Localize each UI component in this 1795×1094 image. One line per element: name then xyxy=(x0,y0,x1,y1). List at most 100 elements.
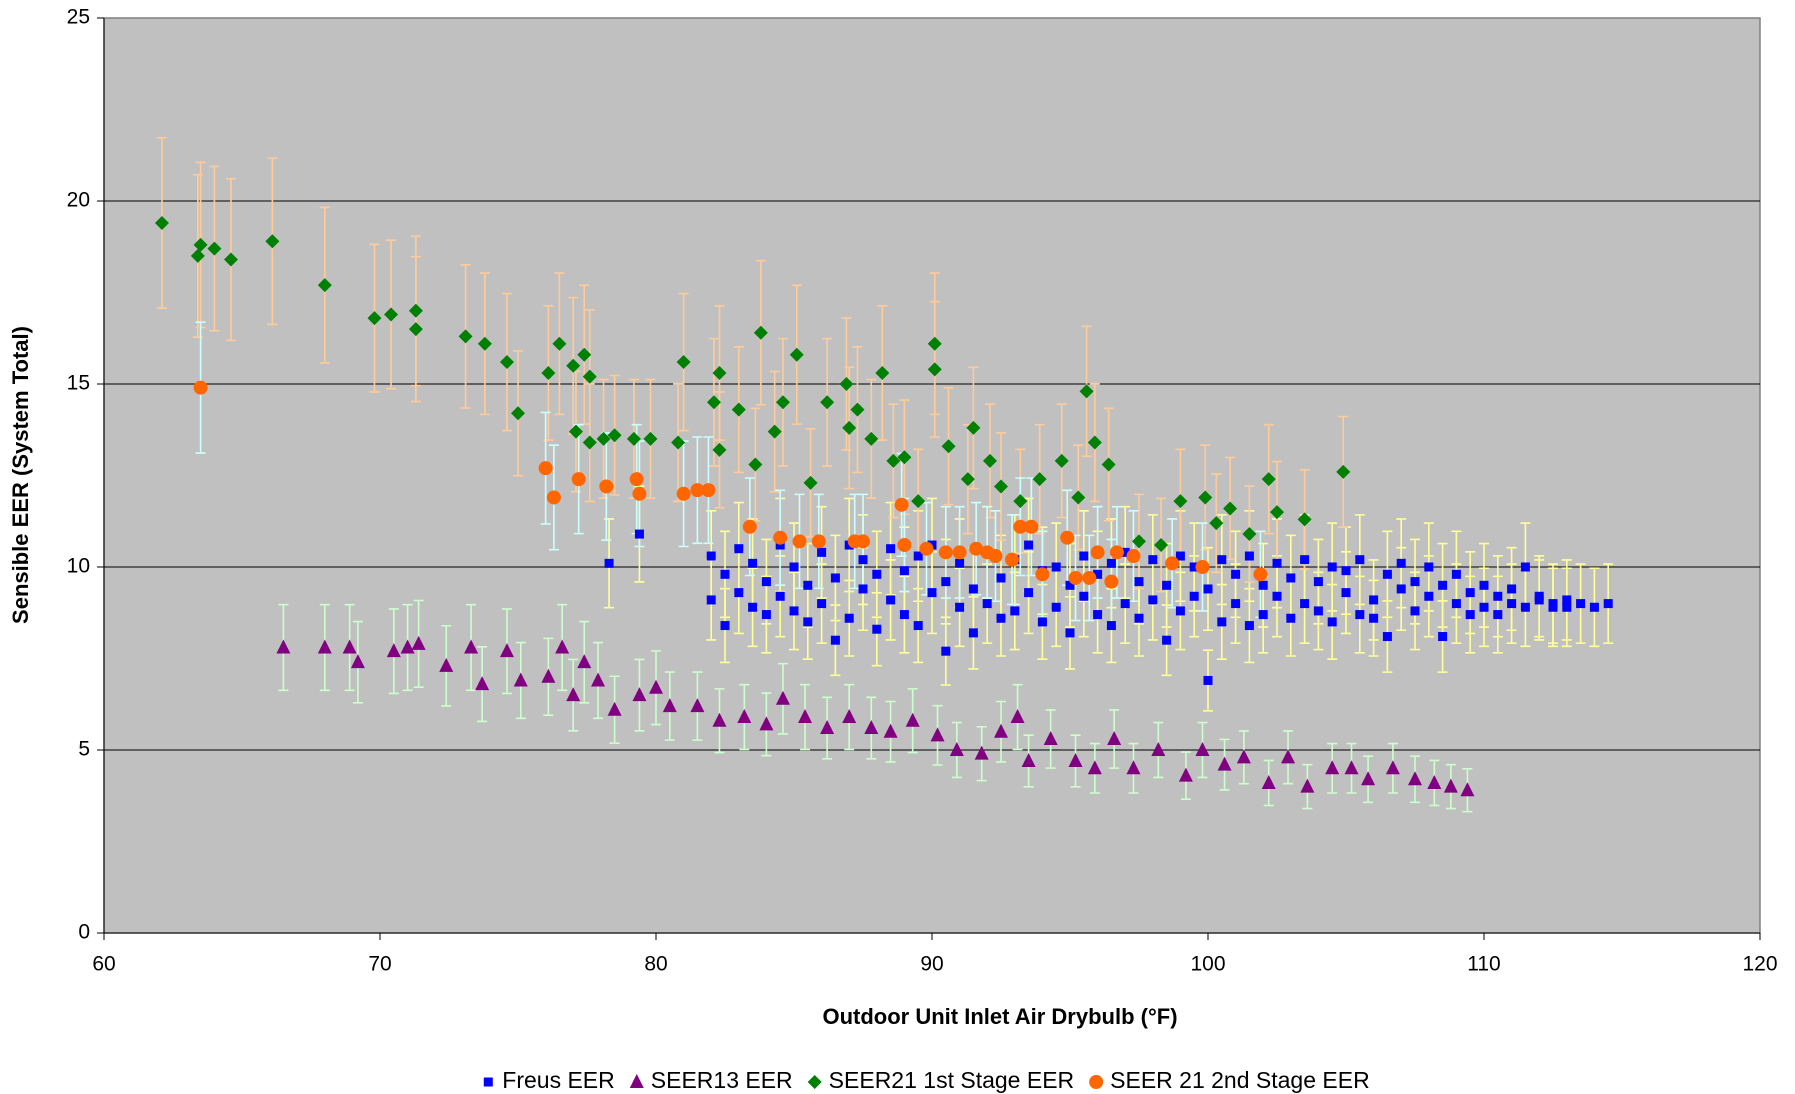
point xyxy=(960,472,975,487)
point xyxy=(1286,573,1296,583)
point xyxy=(1396,558,1406,568)
point xyxy=(761,610,771,620)
point xyxy=(1106,621,1116,631)
point xyxy=(974,745,989,760)
point xyxy=(511,406,525,421)
point xyxy=(1198,490,1213,505)
point xyxy=(734,544,744,554)
point xyxy=(1068,752,1083,767)
point xyxy=(1071,490,1086,505)
point xyxy=(1079,384,1094,399)
point xyxy=(1603,599,1613,609)
point xyxy=(761,577,771,587)
point xyxy=(968,628,978,638)
point xyxy=(1465,588,1475,598)
point xyxy=(927,362,942,377)
point xyxy=(820,720,835,735)
point xyxy=(1079,551,1089,561)
point xyxy=(1209,516,1224,531)
point xyxy=(384,307,399,322)
point xyxy=(1109,545,1124,560)
point xyxy=(1443,778,1458,793)
point xyxy=(276,639,291,654)
point xyxy=(632,486,647,501)
point xyxy=(720,621,730,631)
point xyxy=(1261,774,1276,789)
point xyxy=(830,573,840,583)
point xyxy=(1242,527,1257,542)
point xyxy=(1355,610,1365,620)
point xyxy=(886,453,901,468)
point xyxy=(1189,591,1199,601)
point xyxy=(1408,771,1422,786)
point xyxy=(941,577,951,587)
point xyxy=(193,237,208,252)
point xyxy=(1507,584,1517,594)
point xyxy=(1382,632,1392,642)
point xyxy=(317,278,332,293)
point xyxy=(1060,530,1075,545)
point xyxy=(734,588,744,598)
point xyxy=(775,690,790,705)
point xyxy=(1223,501,1238,516)
point xyxy=(1021,752,1036,767)
point xyxy=(883,723,898,738)
point xyxy=(1087,435,1102,450)
point xyxy=(1035,567,1050,582)
point xyxy=(1203,675,1213,685)
point xyxy=(1286,613,1296,623)
point xyxy=(712,442,727,457)
point xyxy=(1493,591,1503,601)
point xyxy=(1424,562,1434,572)
point xyxy=(1175,606,1185,616)
y-tick-label: 0 xyxy=(78,921,90,944)
point xyxy=(634,529,644,539)
point xyxy=(1126,549,1141,564)
point xyxy=(982,599,992,609)
point xyxy=(596,431,611,446)
point xyxy=(830,635,840,645)
y-tick-label: 10 xyxy=(67,555,90,578)
point xyxy=(775,395,790,410)
point xyxy=(1010,709,1025,724)
point xyxy=(817,547,827,557)
point xyxy=(955,602,965,612)
point xyxy=(386,643,401,658)
point xyxy=(1327,562,1337,572)
point xyxy=(966,420,981,435)
point xyxy=(706,595,716,605)
point xyxy=(607,428,622,443)
point xyxy=(1410,606,1420,616)
point xyxy=(706,395,721,410)
point xyxy=(1231,569,1241,579)
point xyxy=(753,325,768,340)
point xyxy=(1148,595,1158,605)
point xyxy=(913,621,923,631)
point xyxy=(464,639,479,654)
point xyxy=(899,566,909,576)
point xyxy=(1361,771,1376,786)
legend-label: Freus EER xyxy=(502,1067,614,1093)
point xyxy=(552,336,567,351)
point xyxy=(864,720,879,735)
point xyxy=(1175,551,1185,561)
point xyxy=(886,544,896,554)
point xyxy=(568,424,583,439)
legend: Freus EER SEER13 EER SEER21 1st Stage EER S… xyxy=(483,1067,1370,1093)
point xyxy=(1534,591,1544,601)
point xyxy=(742,519,757,534)
point xyxy=(1438,632,1448,642)
point xyxy=(1005,552,1020,567)
point xyxy=(477,336,492,351)
point xyxy=(1396,584,1406,594)
point xyxy=(1162,635,1172,645)
point xyxy=(1355,555,1365,565)
point xyxy=(1024,519,1039,534)
point xyxy=(342,639,357,654)
point xyxy=(555,639,570,654)
point xyxy=(604,558,614,568)
point xyxy=(499,355,514,370)
point xyxy=(731,402,746,417)
point xyxy=(599,479,614,494)
